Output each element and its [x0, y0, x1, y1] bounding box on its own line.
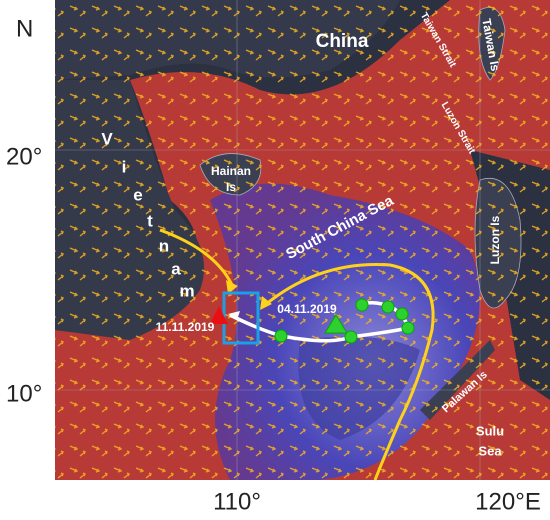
- vietnam-letter: t: [147, 211, 153, 230]
- place-label: Hainan: [211, 164, 251, 178]
- vietnam-letter: e: [133, 185, 142, 204]
- place-label: China: [316, 31, 369, 52]
- place-label: Sea: [478, 443, 502, 458]
- lat-label: 10°: [6, 380, 42, 407]
- place-label: Sulu: [476, 423, 504, 438]
- lon-label: 110°: [213, 488, 261, 515]
- place-label: Is: [226, 180, 236, 194]
- vietnam-letter: m: [179, 281, 194, 300]
- date-label: 11.11.2019: [156, 320, 215, 334]
- place-label: Luzon Is: [488, 215, 502, 264]
- vietnam-letter: n: [159, 236, 169, 255]
- lat-label: 20°: [6, 143, 42, 170]
- vietnam-letter: i: [122, 157, 127, 176]
- lon-label: 120°E: [475, 488, 541, 515]
- map: [55, 0, 550, 481]
- date-label: 04.11.2019: [277, 302, 337, 316]
- north-label: N: [16, 15, 33, 42]
- vietnam-letter: a: [171, 259, 181, 278]
- vietnam-letter: V: [101, 129, 113, 148]
